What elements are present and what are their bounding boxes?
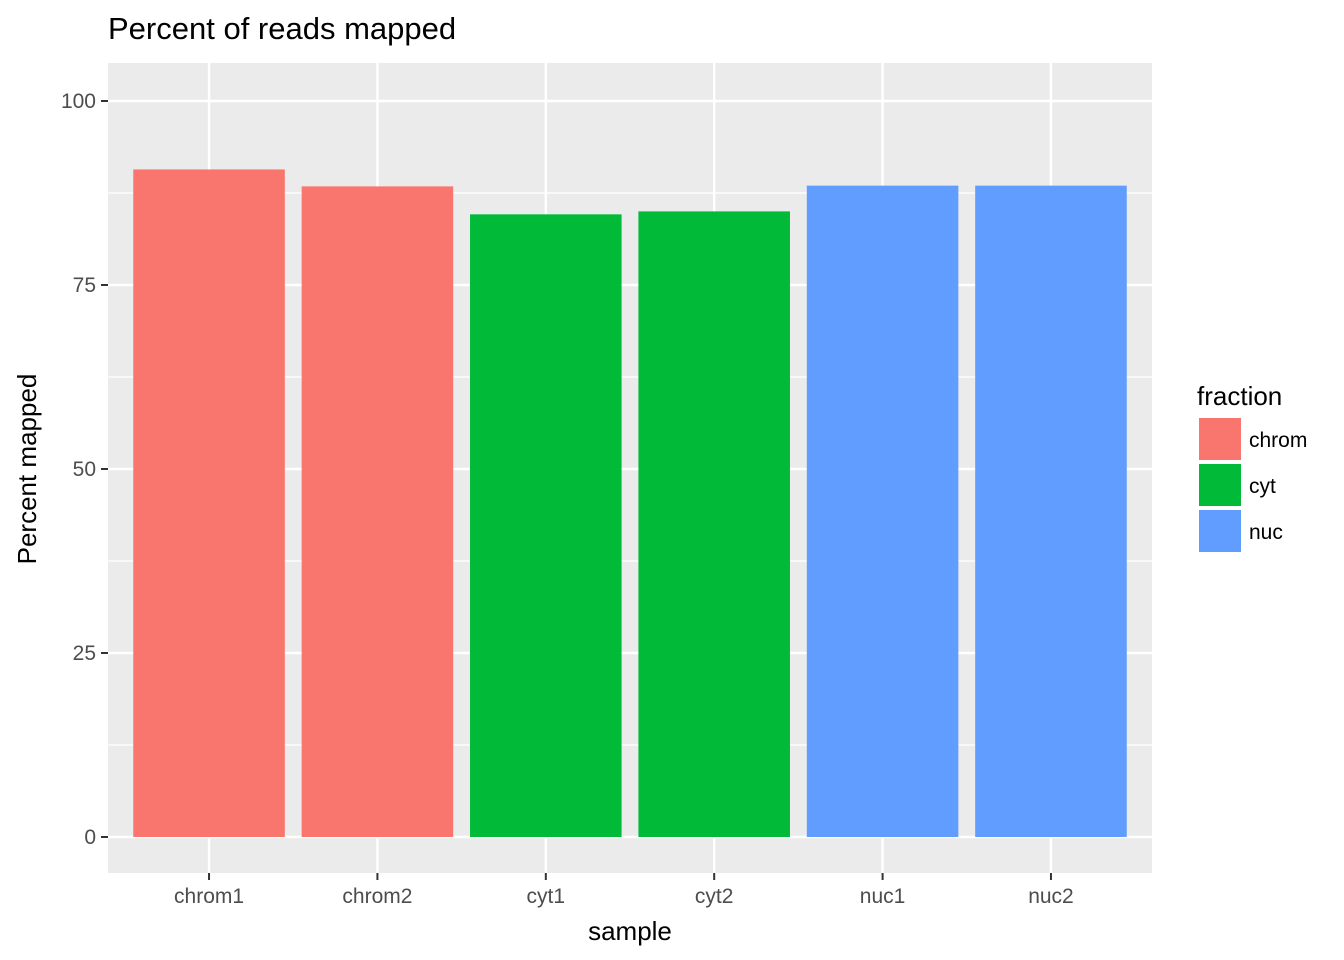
legend-key-cyt: [1199, 464, 1241, 506]
y-axis: 0 25 50 75 100: [61, 90, 108, 849]
y-tick-label: 100: [61, 90, 96, 113]
y-tick-label: 0: [84, 826, 96, 849]
legend-label-cyt: cyt: [1249, 475, 1276, 498]
legend-label-nuc: nuc: [1249, 521, 1283, 544]
legend: fraction chrom cyt nuc: [1197, 381, 1307, 552]
x-tick-label: cyt1: [527, 885, 566, 908]
y-axis-title: Percent mapped: [12, 374, 42, 565]
x-tick-label: nuc2: [1028, 885, 1074, 908]
y-tick-label: 25: [73, 642, 96, 665]
bar-nuc2: [975, 185, 1127, 837]
legend-key-nuc: [1199, 510, 1241, 552]
x-tick-label: chrom1: [174, 885, 244, 908]
x-axis-title: sample: [588, 916, 672, 946]
x-axis: chrom1 chrom2 cyt1 cyt2 nuc1 nuc2: [174, 873, 1074, 908]
bar-cyt2: [638, 211, 790, 837]
x-tick-label: chrom2: [342, 885, 412, 908]
legend-key-chrom: [1199, 418, 1241, 460]
bar-chrom2: [301, 186, 454, 838]
chart-title: Percent of reads mapped: [108, 11, 456, 46]
bar-nuc1: [806, 185, 959, 837]
bars: [133, 169, 1127, 838]
x-tick-label: cyt2: [695, 885, 734, 908]
bar-cyt1: [470, 214, 622, 837]
y-tick-label: 75: [73, 274, 96, 297]
y-tick-label: 50: [73, 458, 96, 481]
legend-title: fraction: [1197, 381, 1282, 411]
bar-chrom1: [133, 169, 285, 837]
x-tick-label: nuc1: [860, 885, 906, 908]
legend-label-chrom: chrom: [1249, 429, 1307, 452]
